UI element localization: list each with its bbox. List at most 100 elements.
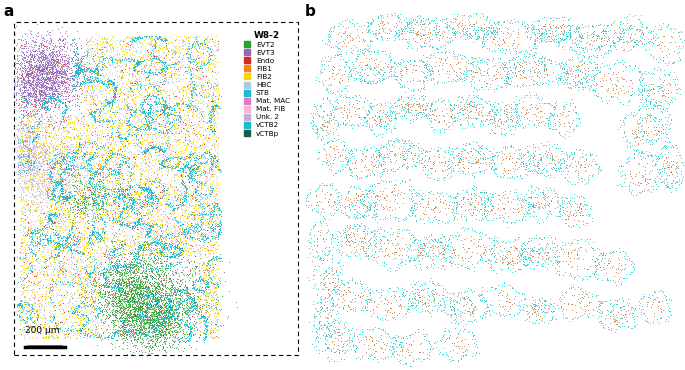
- Point: [141, 306, 152, 312]
- Point: [167, 198, 178, 204]
- Point: [119, 258, 129, 263]
- Point: [459, 295, 470, 300]
- Point: [643, 36, 653, 42]
- Point: [161, 154, 172, 160]
- Point: [406, 24, 416, 30]
- Point: [127, 315, 138, 321]
- Point: [91, 229, 102, 235]
- Point: [139, 316, 150, 322]
- Point: [182, 312, 193, 318]
- Point: [52, 247, 63, 253]
- Point: [536, 316, 547, 322]
- Point: [448, 250, 459, 256]
- Point: [157, 107, 168, 112]
- Point: [146, 317, 157, 323]
- Point: [79, 75, 90, 81]
- Point: [325, 322, 336, 328]
- Point: [164, 202, 175, 208]
- Point: [152, 296, 163, 302]
- Point: [101, 138, 112, 144]
- Point: [440, 167, 451, 173]
- Point: [49, 112, 60, 118]
- Point: [148, 125, 159, 131]
- Point: [96, 226, 107, 232]
- Point: [28, 143, 39, 149]
- Point: [117, 67, 128, 73]
- Point: [47, 316, 58, 322]
- Point: [114, 180, 125, 186]
- Point: [92, 227, 103, 233]
- Point: [626, 80, 637, 86]
- Point: [382, 166, 393, 172]
- Point: [42, 246, 53, 252]
- Point: [144, 228, 155, 234]
- Point: [431, 31, 442, 37]
- Point: [211, 202, 222, 208]
- Point: [138, 97, 149, 103]
- Point: [356, 73, 367, 79]
- Point: [132, 129, 143, 135]
- Point: [136, 203, 147, 209]
- Point: [662, 101, 673, 107]
- Point: [334, 291, 345, 297]
- Point: [190, 331, 201, 337]
- Point: [84, 200, 95, 206]
- Point: [73, 315, 84, 321]
- Point: [173, 313, 184, 319]
- Point: [33, 236, 44, 242]
- Point: [201, 48, 212, 54]
- Point: [343, 327, 354, 333]
- Point: [525, 250, 536, 256]
- Point: [22, 129, 33, 135]
- Point: [469, 23, 479, 29]
- Point: [334, 332, 345, 338]
- Point: [188, 103, 199, 109]
- Point: [552, 247, 563, 253]
- Point: [186, 174, 197, 180]
- Point: [60, 267, 71, 273]
- Point: [345, 306, 356, 312]
- Point: [201, 263, 212, 269]
- Point: [179, 295, 190, 301]
- Point: [150, 60, 161, 65]
- Point: [130, 266, 141, 272]
- Point: [15, 172, 26, 178]
- Point: [321, 41, 332, 47]
- Point: [57, 139, 68, 145]
- Point: [156, 35, 167, 41]
- Point: [186, 44, 197, 50]
- Point: [208, 103, 219, 109]
- Point: [104, 280, 115, 286]
- Point: [363, 110, 374, 115]
- Point: [501, 28, 512, 34]
- Point: [42, 97, 53, 103]
- Point: [349, 202, 360, 208]
- Point: [336, 330, 347, 336]
- Point: [132, 233, 142, 239]
- Point: [324, 117, 335, 123]
- Point: [113, 51, 124, 57]
- Point: [149, 327, 160, 333]
- Point: [460, 255, 471, 260]
- Point: [206, 167, 216, 173]
- Point: [148, 199, 159, 205]
- Point: [127, 282, 138, 288]
- Point: [133, 127, 144, 133]
- Point: [134, 56, 145, 62]
- Point: [321, 341, 332, 347]
- Point: [566, 302, 577, 307]
- Point: [584, 152, 595, 158]
- Point: [163, 56, 174, 62]
- Point: [192, 296, 203, 302]
- Point: [144, 222, 155, 228]
- Point: [47, 27, 58, 33]
- Point: [142, 139, 153, 145]
- Point: [364, 145, 375, 151]
- Point: [128, 131, 139, 137]
- Point: [476, 44, 487, 50]
- Point: [58, 322, 68, 327]
- Point: [14, 169, 25, 175]
- Point: [184, 337, 195, 343]
- Point: [146, 188, 157, 194]
- Point: [48, 46, 59, 52]
